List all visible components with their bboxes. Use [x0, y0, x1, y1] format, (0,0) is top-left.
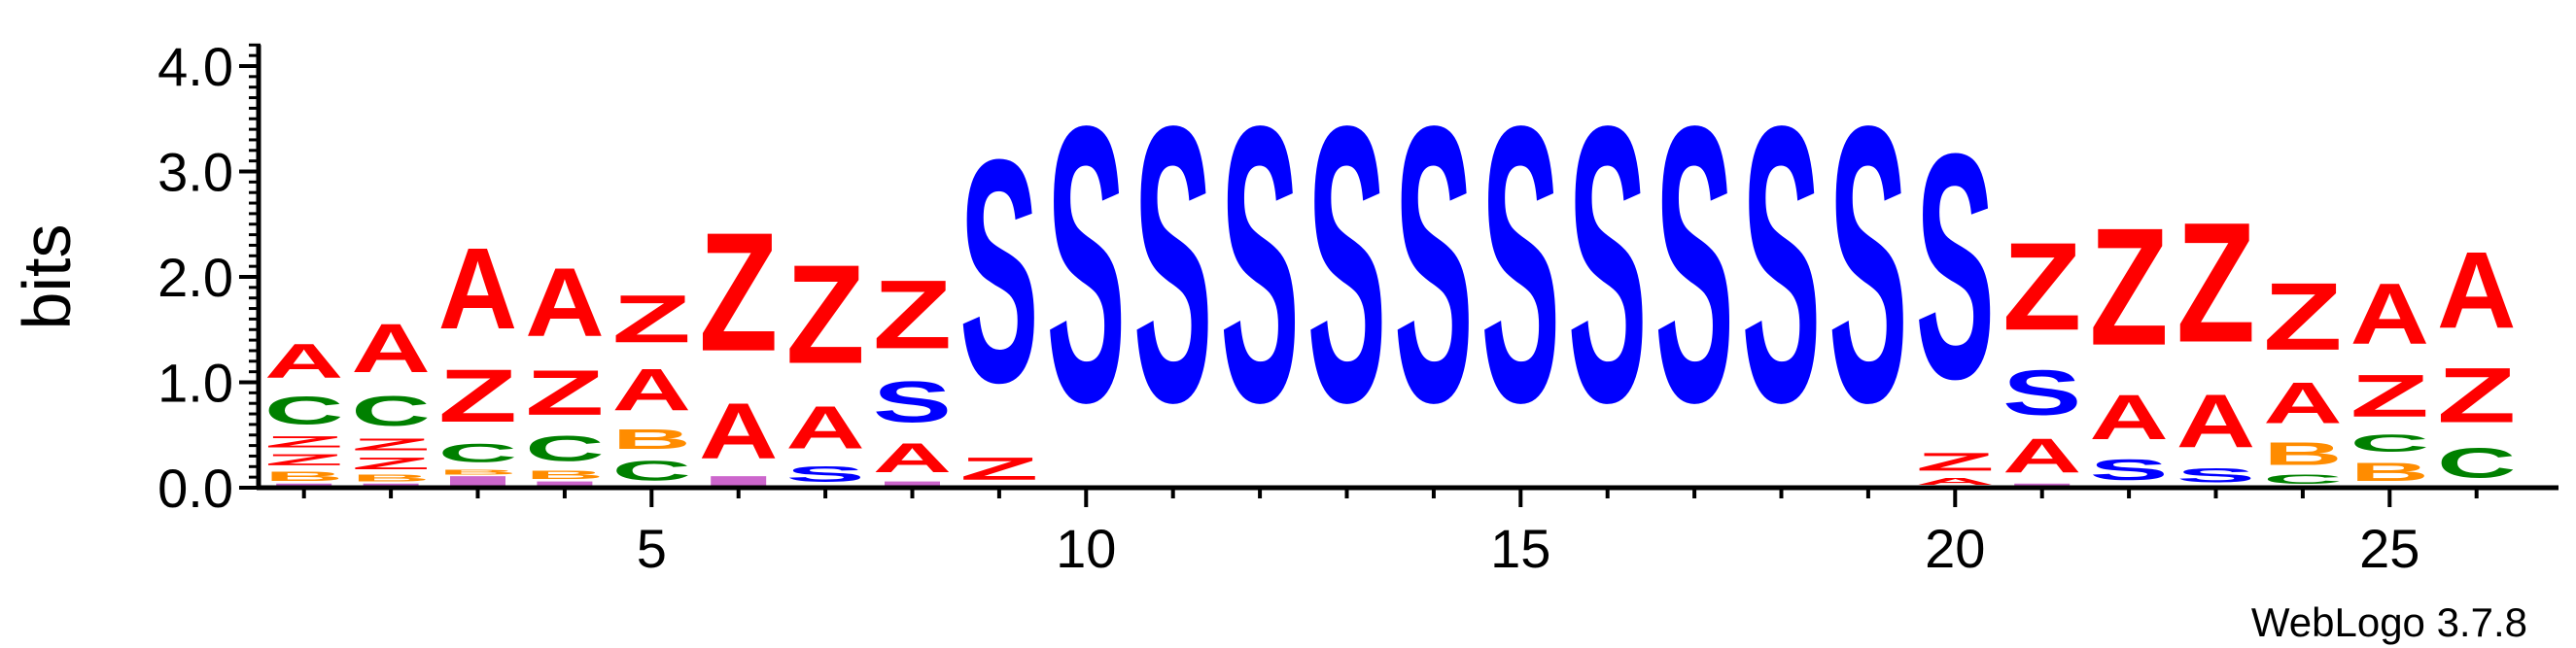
logo-letter-B: B: [351, 473, 430, 484]
logo-letter-B: B: [2263, 436, 2342, 472]
logo-letter-S: S: [1394, 45, 1473, 484]
logo-letter-A: A: [1916, 476, 1995, 487]
logo-letter-A: A: [2089, 381, 2168, 453]
logo-letter-A: A: [438, 223, 517, 354]
x-tick-label: 25: [2359, 518, 2419, 579]
logo-letter-S: S: [1828, 45, 1907, 484]
weblogo-credit: WebLogo 3.7.8: [2251, 599, 2527, 645]
logo-letter-A: A: [2176, 379, 2255, 463]
logo-letter-Z: Z: [873, 260, 952, 370]
logo-letter-A: A: [873, 435, 952, 482]
logo-letter-A: A: [612, 358, 691, 424]
logo-letter-C: C: [438, 438, 517, 467]
y-tick-label: 4.0: [157, 36, 233, 97]
logo-letter-C: C: [2437, 440, 2516, 487]
logo-letter-S: S: [1742, 45, 1821, 484]
logo-letter-C: C: [2263, 472, 2342, 487]
logo-letter-B: B: [612, 424, 691, 455]
y-tick-label: 3.0: [157, 142, 233, 203]
logo-letter-A: A: [525, 249, 604, 358]
logo-letter-A: A: [699, 388, 778, 476]
logo-letter-Z: Z: [264, 451, 343, 468]
logo-letter-B: B: [438, 467, 517, 476]
minor-residue-mark: [450, 476, 505, 487]
x-axis-ticks: 5 10 15 20 25: [301, 488, 2479, 579]
logo-letter-C: C: [612, 455, 691, 486]
logo-letter-A: A: [785, 394, 864, 461]
logo-letter-S: S: [2002, 357, 2081, 428]
logo-letter-B: B: [2350, 458, 2429, 487]
minor-residue-mark: [276, 483, 332, 487]
logo-letter-Z: Z: [264, 433, 343, 451]
x-tick-label: 5: [637, 518, 667, 579]
logo-letter-S: S: [1916, 87, 1995, 446]
x-tick-label: 15: [1490, 518, 1550, 579]
logo-letter-Z: Z: [959, 451, 1038, 487]
y-axis-ticks: 0.0 1.0 2.0 3.0 4.0: [157, 36, 261, 519]
logo-letter-B: B: [264, 469, 343, 484]
logo-letter-A: A: [2002, 429, 2081, 484]
logo-letter-A: A: [351, 310, 430, 388]
y-tick-label: 0.0: [157, 458, 233, 519]
logo-letter-Z: Z: [699, 197, 778, 386]
logo-letter-S: S: [1133, 45, 1212, 484]
minor-residue-mark: [711, 476, 767, 487]
logo-letter-Z: Z: [351, 454, 430, 472]
logo-letter-S: S: [1047, 45, 1126, 484]
logo-letter-Z: Z: [2002, 216, 2081, 357]
axes: 0.0 1.0 2.0 3.0 4.0 5 10 15 20 25: [157, 36, 2559, 579]
logo-letter-S: S: [1307, 45, 1386, 484]
logo-letter-A: A: [264, 334, 343, 389]
logo-letter-A: A: [2350, 265, 2429, 362]
logo-letter-S: S: [873, 370, 952, 435]
logo-letter-C: C: [351, 388, 430, 434]
logo-letter-S: S: [1481, 45, 1560, 484]
minor-residue-mark: [885, 481, 940, 487]
logo-letter-S: S: [785, 461, 864, 487]
logo-letter-S: S: [2089, 453, 2168, 487]
y-axis-label: bits: [9, 224, 85, 330]
logo-letter-S: S: [959, 94, 1038, 450]
logo-letter-C: C: [2350, 430, 2429, 458]
minor-residue-mark: [2014, 483, 2071, 487]
logo-letter-C: C: [264, 389, 343, 433]
minor-residue-mark: [537, 481, 593, 487]
x-tick-label: 20: [1925, 518, 1985, 579]
logo-letter-A: A: [2263, 371, 2342, 436]
logo-letter-Z: Z: [2176, 188, 2255, 379]
logo-letter-Z: Z: [2089, 193, 2168, 380]
logo-letter-Z: Z: [2350, 362, 2429, 429]
logo-letter-Z: Z: [2263, 263, 2342, 370]
minor-residue-mark: [363, 483, 419, 487]
y-tick-label: 2.0: [157, 247, 233, 308]
logo-letter-Z: Z: [525, 358, 604, 428]
logo-letter-Z: Z: [1916, 448, 1995, 476]
x-tick-label: 10: [1056, 518, 1116, 579]
logo-letter-Z: Z: [438, 354, 517, 438]
logo-letter-S: S: [1220, 45, 1299, 484]
logo-letter-S: S: [1568, 45, 1647, 484]
y-tick-label: 1.0: [157, 353, 233, 414]
logo-letter-Z: Z: [612, 281, 691, 357]
logo-letter-Z: Z: [785, 235, 864, 393]
logo-letter-Z: Z: [2437, 352, 2516, 439]
logo-letter-B: B: [525, 468, 604, 481]
logo-letter-A: A: [2437, 229, 2516, 352]
logo-letter-S: S: [1654, 45, 1733, 484]
logo-letter-C: C: [525, 428, 604, 468]
logo-letter-S: S: [2176, 463, 2255, 487]
logo-letter-Z: Z: [351, 435, 430, 454]
